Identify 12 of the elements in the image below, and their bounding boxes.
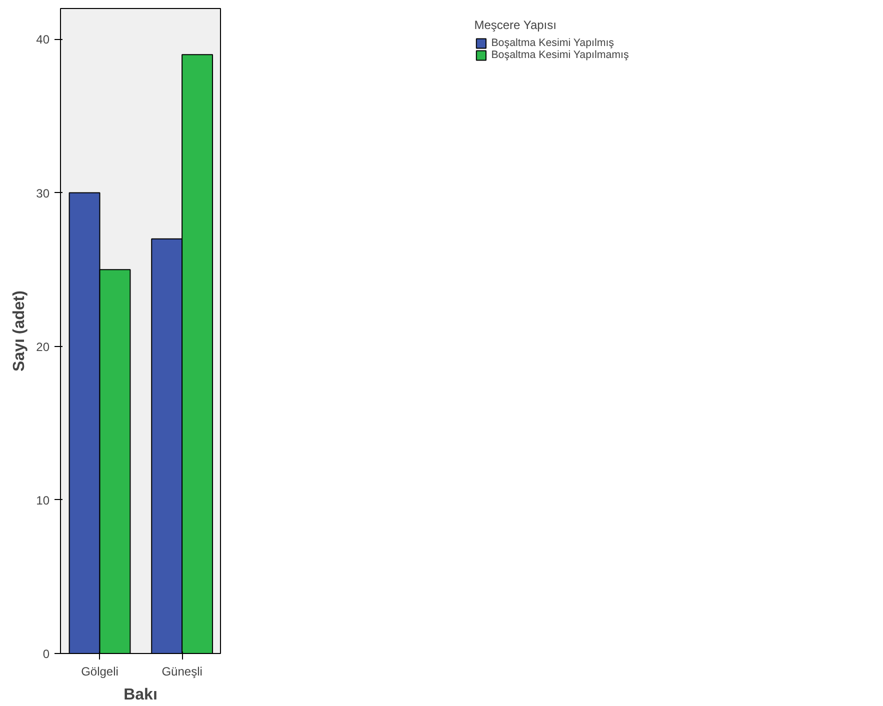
legend-title: Meşcere Yapısı [474,18,558,32]
x-tick-label: Güneşli [162,664,202,678]
y-tick-label: 0 [42,647,50,661]
x-tick-label: Gölgeli [81,664,118,678]
y-tick-label: 10 [36,493,50,508]
legend-label: Boşaltma Kesimi Yapılmamış [491,49,629,61]
legend-label: Boşaltma Kesimi Yapılmış [491,37,614,49]
y-tick-label: 20 [36,340,50,354]
x-axis-title: Bakı [124,686,158,704]
y-tick-label: 30 [36,186,50,200]
y-axis-title: Sayı (adet) [11,290,28,372]
y-tick-label: 40 [36,32,50,47]
